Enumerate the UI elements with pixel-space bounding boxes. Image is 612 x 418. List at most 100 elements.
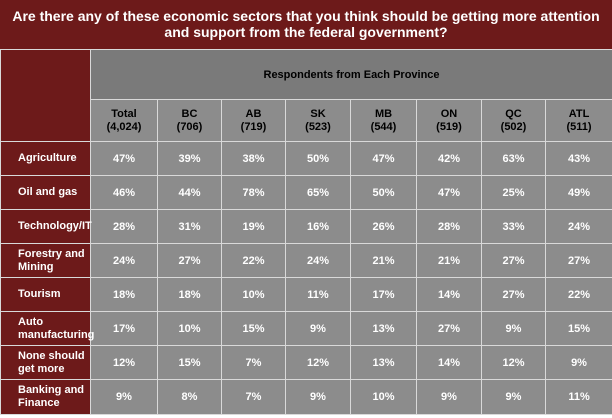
value-cell: 65%	[285, 175, 351, 210]
value-cell: 14%	[416, 345, 482, 380]
value-cell: 42%	[416, 141, 482, 176]
value-cell: 27%	[481, 277, 546, 312]
value-cell: 47%	[350, 141, 417, 176]
value-cell: 9%	[481, 311, 546, 346]
value-cell: 24%	[285, 243, 351, 278]
value-cell: 27%	[416, 311, 482, 346]
value-cell: 17%	[90, 311, 158, 346]
value-cell: 15%	[544, 311, 612, 346]
value-cell: 18%	[157, 277, 222, 312]
value-cell: 7%	[221, 379, 286, 415]
value-cell: 24%	[544, 209, 612, 244]
value-cell: 27%	[481, 243, 546, 278]
value-cell: 13%	[350, 345, 417, 380]
value-cell: 9%	[481, 379, 546, 415]
results-table: Respondents from Each Province Total (4,0…	[0, 49, 612, 415]
column-header: ATL (511)	[544, 99, 612, 142]
row-label: Oil and gas	[0, 175, 91, 210]
column-sample-size: (519)	[436, 120, 462, 133]
column-sample-size: (4,024)	[106, 120, 142, 133]
question-title: Are there any of these economic sectors …	[0, 0, 612, 49]
column-sample-size: (544)	[370, 120, 397, 133]
table-row: Forestry and Mining 24% 27% 22% 24% 21% 21% 27%…	[0, 243, 612, 278]
value-cell: 16%	[285, 209, 351, 244]
value-cell: 21%	[350, 243, 417, 278]
value-cell: 38%	[221, 141, 286, 176]
column-name: Total	[111, 107, 137, 120]
value-cell: 50%	[350, 175, 417, 210]
value-cell: 28%	[90, 209, 158, 244]
row-label: None should get more	[0, 345, 91, 380]
value-cell: 46%	[90, 175, 158, 210]
value-cell: 24%	[90, 243, 158, 278]
value-cell: 15%	[221, 311, 286, 346]
column-name: MB	[374, 107, 393, 120]
value-cell: 12%	[285, 345, 351, 380]
value-cell: 21%	[416, 243, 482, 278]
value-cell: 12%	[90, 345, 158, 380]
column-sample-size: (511)	[566, 120, 592, 133]
value-cell: 25%	[481, 175, 546, 210]
column-header: Total (4,024)	[90, 99, 158, 142]
value-cell: 9%	[544, 345, 612, 380]
value-cell: 12%	[481, 345, 546, 380]
column-header: ON (519)	[416, 99, 482, 142]
value-cell: 39%	[157, 141, 222, 176]
value-cell: 44%	[157, 175, 222, 210]
column-sample-size: (719)	[240, 120, 267, 133]
table-row: Tourism 18% 18% 10% 11% 17% 14% 27% 22%	[0, 277, 612, 312]
row-label: Forestry and Mining	[0, 243, 91, 278]
value-cell: 50%	[285, 141, 351, 176]
table-row: Banking and Finance 9% 8% 7% 9% 10% 9% 9% 11%	[0, 379, 612, 415]
value-cell: 22%	[544, 277, 612, 312]
column-name: SK	[310, 107, 326, 120]
value-cell: 10%	[350, 379, 417, 415]
column-header: QC (502)	[481, 99, 546, 142]
value-cell: 33%	[481, 209, 546, 244]
value-cell: 9%	[90, 379, 158, 415]
value-cell: 9%	[285, 379, 351, 415]
value-cell: 26%	[350, 209, 417, 244]
value-cell: 27%	[157, 243, 222, 278]
column-name: BC	[181, 107, 198, 120]
value-cell: 9%	[285, 311, 351, 346]
row-label: Auto manufacturing	[0, 311, 94, 346]
row-label: Tourism	[0, 277, 91, 312]
value-cell: 31%	[157, 209, 222, 244]
value-cell: 27%	[544, 243, 612, 278]
value-cell: 18%	[90, 277, 158, 312]
value-cell: 47%	[416, 175, 482, 210]
value-cell: 11%	[285, 277, 351, 312]
value-cell: 7%	[221, 345, 286, 380]
respondents-band-label: Respondents from Each Province	[89, 49, 612, 100]
column-name: QC	[505, 107, 522, 120]
value-cell: 14%	[416, 277, 482, 312]
value-cell: 8%	[157, 379, 222, 415]
column-sample-size: (706)	[176, 120, 203, 133]
value-cell: 19%	[221, 209, 286, 244]
value-cell: 78%	[221, 175, 286, 210]
value-cell: 22%	[221, 243, 286, 278]
column-header: BC (706)	[157, 99, 222, 142]
column-header-row: Total (4,024) BC (706) AB (719) SK (523) MB (544)…	[1, 99, 612, 142]
row-label: Banking and Finance	[0, 379, 91, 415]
column-sample-size: (502)	[500, 120, 527, 133]
table-row: Agriculture 47% 39% 38% 50% 47% 42% 63% 43%	[0, 141, 612, 176]
value-cell: 10%	[221, 277, 286, 312]
value-cell: 10%	[157, 311, 222, 346]
row-label: Agriculture	[0, 141, 91, 176]
value-cell: 17%	[350, 277, 417, 312]
value-cell: 15%	[157, 345, 222, 380]
value-cell: 63%	[481, 141, 546, 176]
column-name: ATL	[568, 107, 590, 120]
column-sample-size: (523)	[305, 120, 331, 133]
value-cell: 11%	[544, 379, 612, 415]
table-row: Technology/IT 28% 31% 19% 16% 26% 28% 33% 24%	[0, 209, 612, 244]
column-header: SK (523)	[285, 99, 351, 142]
value-cell: 13%	[350, 311, 417, 346]
column-header: MB (544)	[350, 99, 417, 142]
column-header: AB (719)	[221, 99, 286, 142]
column-name: AB	[245, 107, 262, 120]
table-row: Auto manufacturing 17% 10% 15% 9% 13% 27% 9% 15%	[0, 311, 612, 346]
